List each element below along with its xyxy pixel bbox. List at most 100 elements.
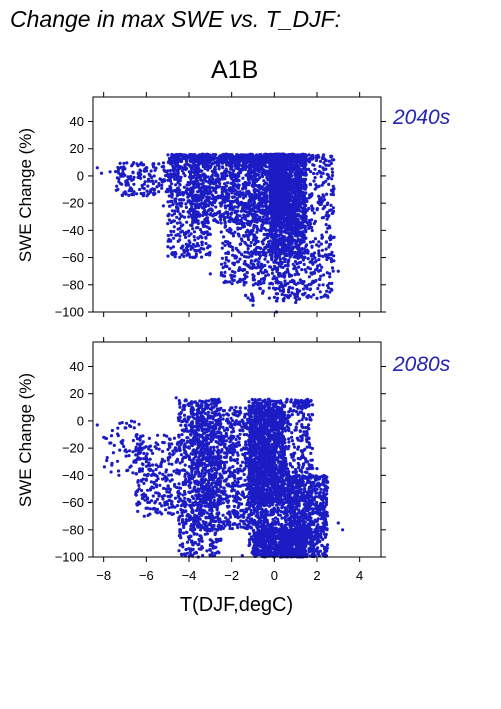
data-point: [223, 274, 227, 278]
data-point: [170, 209, 174, 213]
data-point: [182, 185, 186, 189]
data-point: [264, 187, 268, 191]
data-point: [251, 181, 255, 185]
data-point: [304, 167, 308, 171]
data-point: [223, 195, 227, 200]
data-point: [108, 170, 112, 174]
data-point: [244, 167, 248, 171]
data-point: [280, 211, 284, 216]
data-point: [237, 159, 242, 163]
data-point: [179, 175, 183, 179]
data-point: [280, 207, 284, 211]
data-point: [198, 158, 202, 162]
data-point: [183, 174, 187, 178]
data-point: [239, 242, 243, 246]
data-point: [227, 267, 232, 271]
data-point: [214, 205, 218, 209]
data-point: [166, 222, 170, 226]
data-point: [218, 181, 222, 186]
data-point: [235, 156, 239, 160]
data-point: [180, 169, 184, 173]
data-point: [194, 217, 198, 222]
data-point: [228, 202, 233, 206]
data-point: [216, 220, 220, 224]
data-point: [217, 184, 222, 189]
data-point: [167, 204, 172, 208]
data-point: [192, 186, 196, 190]
data-point: [243, 240, 247, 245]
data-point: [204, 236, 208, 240]
data-point: [265, 270, 269, 274]
data-point: [207, 251, 211, 255]
data-point: [243, 180, 247, 184]
data-point: [186, 200, 190, 204]
data-point: [253, 210, 257, 214]
data-point: [195, 154, 199, 158]
data-point: [227, 219, 231, 223]
data-point: [240, 253, 244, 257]
data-point: [260, 223, 264, 227]
data-point: [232, 263, 236, 267]
data-point: [167, 237, 171, 241]
data-point: [182, 251, 186, 255]
data-point: [266, 273, 270, 277]
data-point: [240, 216, 244, 220]
data-point: [267, 153, 271, 158]
data-point: [207, 186, 211, 190]
data-point: [196, 244, 200, 248]
data-point: [258, 157, 262, 161]
data-point: [198, 189, 202, 193]
data-point: [192, 174, 196, 178]
data-point: [223, 243, 227, 247]
data-point: [315, 296, 319, 300]
data-point: [304, 191, 308, 195]
data-point: [201, 165, 205, 169]
data-point: [229, 216, 233, 220]
data-point: [220, 165, 225, 169]
data-point: [168, 168, 173, 173]
data-point: [178, 255, 182, 259]
data-point: [236, 227, 240, 231]
data-point: [230, 211, 234, 215]
data-point: [232, 205, 237, 209]
data-point: [196, 205, 200, 210]
data-point: [298, 168, 302, 172]
data-point: [304, 236, 308, 240]
data-point: [300, 247, 304, 251]
data-point: [174, 233, 178, 237]
data-point: [184, 235, 188, 239]
data-point: [220, 256, 224, 260]
data-point: [210, 197, 215, 201]
period-label-2040s: 2040s: [393, 106, 451, 129]
data-point: [181, 209, 185, 214]
data-point: [271, 180, 275, 184]
data-point: [175, 215, 179, 219]
data-point: [166, 233, 170, 238]
data-point: [263, 257, 267, 261]
data-point: [191, 246, 195, 250]
data-point: [234, 166, 238, 170]
data-point: [195, 197, 200, 201]
data-point: [200, 201, 204, 205]
data-point: [166, 245, 170, 249]
data-point: [186, 248, 190, 252]
data-point: [250, 202, 254, 206]
data-point: [180, 190, 185, 195]
data-point: [174, 183, 178, 187]
data-point: [176, 209, 180, 213]
data-point: [235, 213, 239, 217]
data-point: [204, 212, 208, 216]
data-point: [208, 178, 212, 182]
data-point: [176, 239, 180, 243]
data-point: [183, 156, 187, 160]
data-point: [213, 160, 217, 164]
data-point: [166, 153, 170, 157]
data-point: [238, 214, 242, 218]
data-point: [226, 240, 230, 244]
data-point: [172, 225, 176, 229]
data-point: [195, 214, 199, 219]
data-point: [211, 186, 215, 190]
data-point: [272, 209, 276, 213]
data-point: [178, 234, 182, 238]
data-point: [225, 169, 229, 173]
